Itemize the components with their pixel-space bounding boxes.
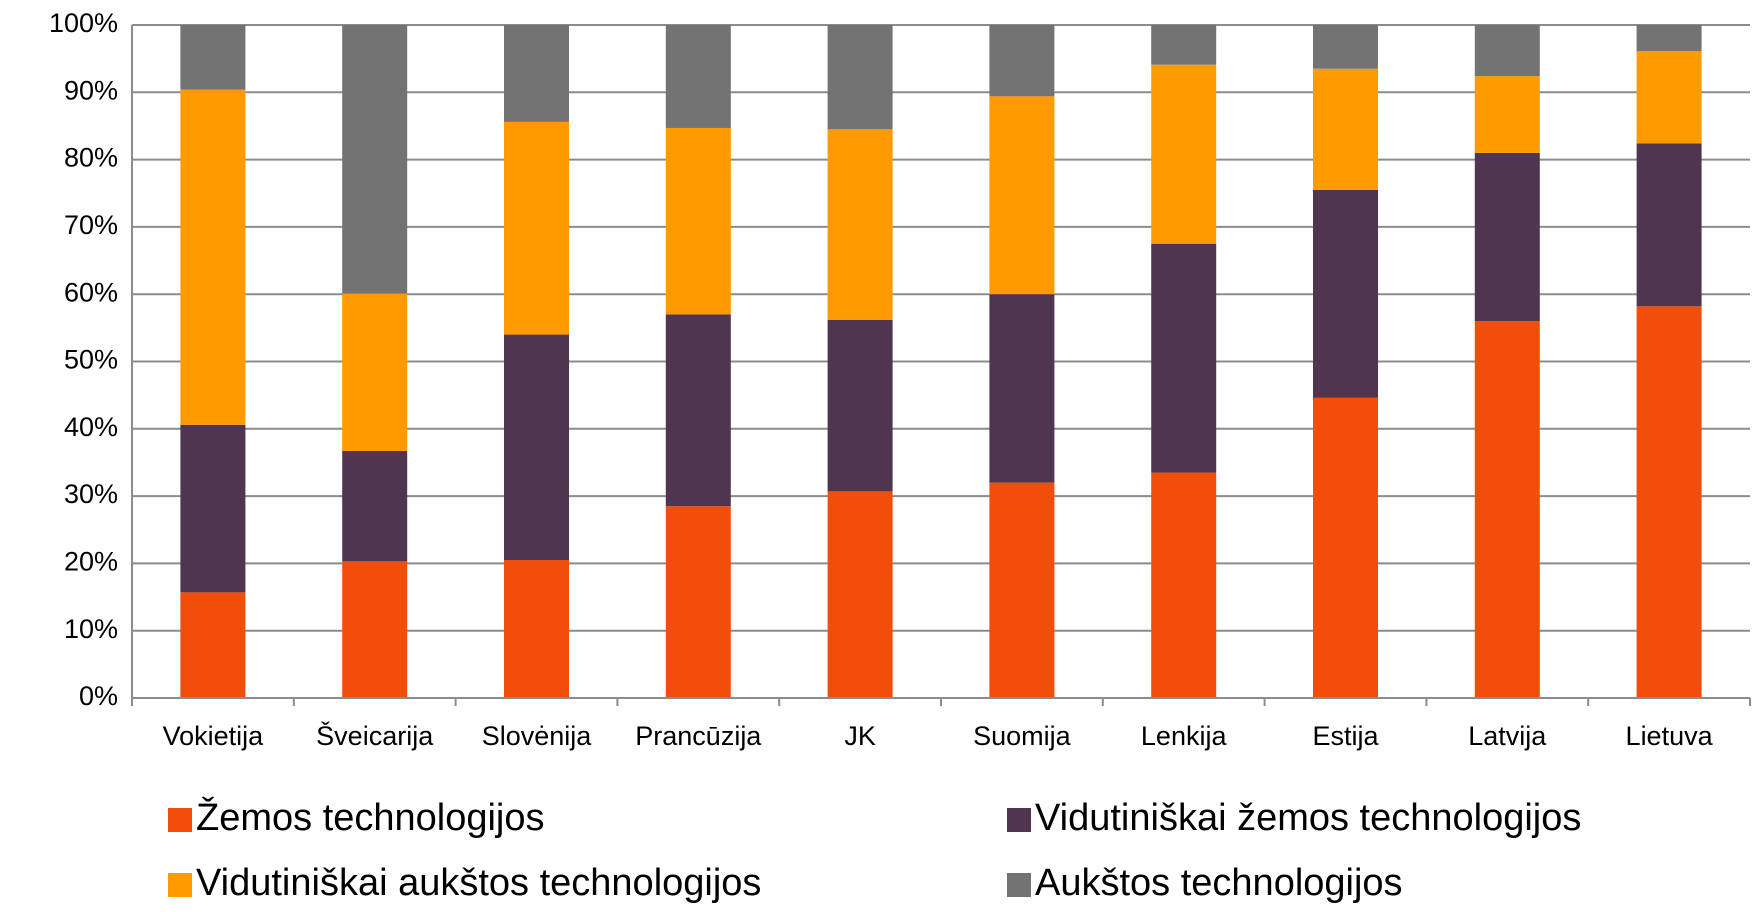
bar-segment bbox=[342, 451, 408, 562]
x-tick-label: Estija bbox=[1312, 721, 1379, 751]
bar-segment bbox=[1313, 397, 1378, 698]
legend-swatch bbox=[168, 808, 192, 832]
bar-segment bbox=[1151, 472, 1217, 698]
x-tick-label: Vokietija bbox=[163, 721, 265, 751]
bar-segment bbox=[1636, 51, 1702, 144]
legend-label: Vidutiniškai žemos technologijos bbox=[1035, 797, 1581, 839]
bar-segment bbox=[180, 592, 246, 698]
y-tick-label: 10% bbox=[64, 614, 118, 644]
bar-segment bbox=[665, 127, 731, 315]
legend-swatch bbox=[1007, 808, 1031, 832]
bar-segment bbox=[1313, 68, 1378, 190]
bar-segment bbox=[827, 129, 893, 320]
bar-segment bbox=[1474, 321, 1540, 698]
bar-segment bbox=[180, 89, 246, 425]
bar-segment bbox=[1636, 306, 1702, 698]
bar-segment bbox=[989, 294, 1055, 483]
bar-segment bbox=[1636, 25, 1702, 52]
x-tick-label: Suomija bbox=[973, 721, 1072, 751]
bar-segment bbox=[1474, 152, 1540, 322]
bar-segment bbox=[827, 491, 893, 698]
y-tick-label: 80% bbox=[64, 143, 118, 173]
bar-segment bbox=[665, 25, 731, 128]
bar-segment bbox=[1313, 189, 1378, 398]
bar-segment bbox=[827, 319, 893, 492]
y-tick-label: 70% bbox=[64, 210, 118, 240]
x-tick-label: Prancūzija bbox=[635, 721, 762, 751]
bar-segment bbox=[504, 121, 569, 335]
bar-segment bbox=[989, 482, 1055, 698]
bar-segment bbox=[1313, 25, 1378, 69]
y-tick-label: 90% bbox=[64, 75, 118, 105]
bar-segment bbox=[989, 25, 1055, 97]
bar-segment bbox=[1151, 243, 1217, 473]
bar-segment bbox=[989, 96, 1055, 295]
x-tick-label: JK bbox=[844, 721, 876, 751]
legend-swatch bbox=[1007, 873, 1031, 897]
x-tick-label: Slovėnija bbox=[482, 721, 593, 751]
bar-segment bbox=[180, 25, 246, 90]
bar-segment bbox=[504, 25, 569, 122]
bar-segment bbox=[342, 293, 408, 452]
legend-label: Žemos technologijos bbox=[196, 796, 545, 839]
bar-segment bbox=[1474, 76, 1540, 153]
x-tick-label: Lenkija bbox=[1141, 721, 1228, 751]
bar-segment bbox=[342, 561, 408, 698]
y-tick-label: 40% bbox=[64, 412, 118, 442]
bar-segment bbox=[1151, 25, 1217, 65]
y-tick-label: 60% bbox=[64, 277, 118, 307]
y-tick-label: 100% bbox=[49, 8, 118, 38]
y-tick-label: 50% bbox=[64, 345, 118, 375]
bar-segment bbox=[827, 25, 893, 130]
bar-segment bbox=[1474, 25, 1540, 77]
y-tick-label: 0% bbox=[79, 681, 118, 711]
x-tick-label: Latvija bbox=[1468, 721, 1547, 751]
bar-segment bbox=[1636, 143, 1702, 307]
bar-segment bbox=[665, 314, 731, 507]
bar-segment bbox=[1151, 64, 1217, 244]
x-tick-label: Lietuva bbox=[1626, 721, 1714, 751]
bar-segment bbox=[180, 424, 246, 593]
legend-label: Aukštos technologijos bbox=[1035, 862, 1403, 904]
legend-label: Vidutiniškai aukštos technologijos bbox=[196, 862, 761, 904]
legend-swatch bbox=[168, 873, 192, 897]
y-tick-label: 20% bbox=[64, 547, 118, 577]
x-tick-label: Šveicarija bbox=[316, 720, 434, 751]
y-tick-label: 30% bbox=[64, 479, 118, 509]
bar-segment bbox=[504, 560, 569, 698]
bar-segment bbox=[342, 25, 408, 294]
bar-segment bbox=[504, 334, 569, 561]
bar-segment bbox=[665, 506, 731, 698]
